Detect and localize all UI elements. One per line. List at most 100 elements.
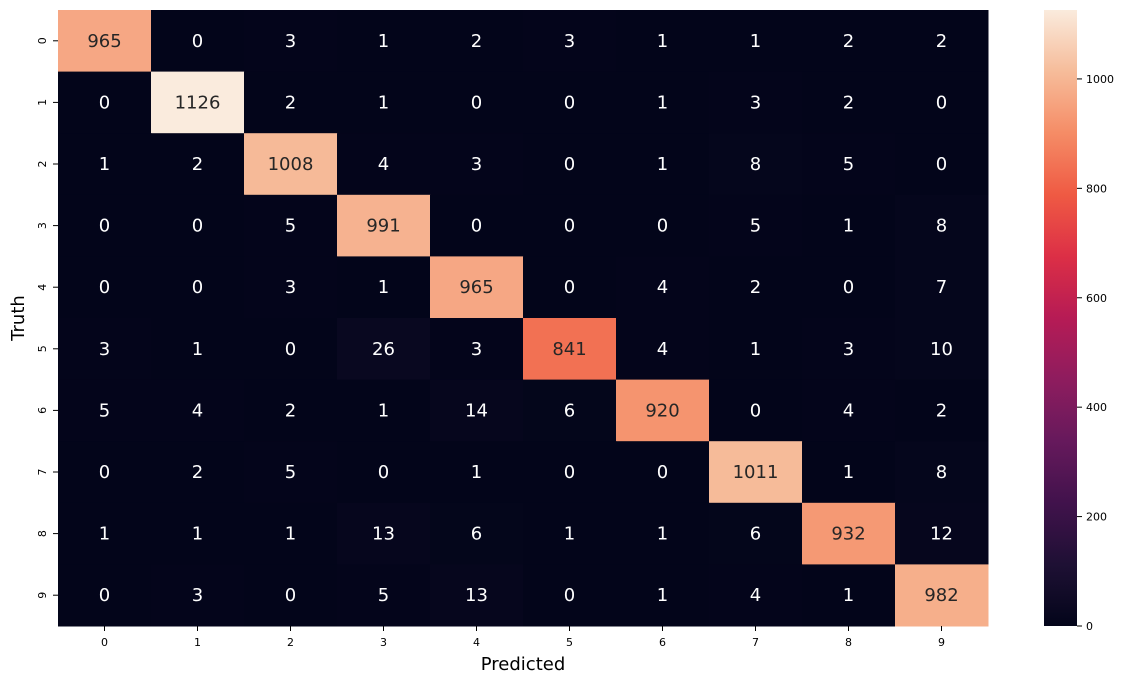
cell-value-label: 1 [843, 462, 854, 483]
heatmap-cell [523, 379, 617, 442]
heatmap-cell [151, 502, 245, 565]
cell-value-label: 965 [459, 277, 493, 298]
heatmap-cell [802, 10, 896, 73]
x-tick-label: 9 [938, 636, 945, 649]
heatmap-cell [151, 564, 245, 627]
heatmap-cell [802, 71, 896, 134]
heatmap-cell [58, 194, 152, 257]
heatmap-cell [58, 10, 152, 73]
heatmap-cell [709, 71, 803, 134]
cell-value-label: 4 [750, 585, 761, 606]
heatmap-cell [709, 194, 803, 257]
heatmap-cell [616, 10, 710, 73]
colorbar-tick-label: 1000 [1086, 73, 1114, 86]
y-tick-label: 9 [36, 592, 49, 599]
heatmap-cell [523, 71, 617, 134]
heatmap-cell [430, 10, 524, 73]
cell-value-label: 1 [657, 524, 668, 545]
heatmap-cell [802, 502, 896, 565]
heatmap-cell [616, 502, 710, 565]
cell-value-label: 2 [192, 154, 203, 175]
heatmap-cell [616, 133, 710, 196]
cell-value-label: 26 [372, 339, 395, 360]
cell-value-label: 4 [657, 339, 668, 360]
heatmap-cell [616, 194, 710, 257]
heatmap-cell [244, 379, 338, 442]
y-tick-label: 1 [36, 99, 49, 106]
cell-value-label: 0 [657, 216, 668, 237]
x-axis-label: Predicted [481, 654, 566, 675]
colorbar-tick-label: 0 [1086, 620, 1093, 633]
heatmap-cell [523, 133, 617, 196]
cell-value-label: 8 [936, 216, 947, 237]
cell-value-label: 1 [657, 31, 668, 52]
cell-value-label: 1 [192, 339, 203, 360]
heatmap-cell [244, 256, 338, 319]
cell-value-label: 932 [831, 524, 865, 545]
cell-value-label: 1 [99, 154, 110, 175]
cell-value-label: 1126 [175, 92, 221, 113]
heatmap-cell [337, 133, 431, 196]
heatmap-cell [244, 10, 338, 73]
cell-value-label: 1 [471, 462, 482, 483]
heatmap-cell [151, 441, 245, 504]
cell-value-label: 8 [750, 154, 761, 175]
cell-value-label: 1 [378, 277, 389, 298]
heatmap-cell [709, 318, 803, 381]
heatmap-cell [430, 318, 524, 381]
cell-value-label: 0 [750, 400, 761, 421]
cell-value-label: 3 [471, 339, 482, 360]
colorbar-tick-label: 400 [1086, 401, 1107, 414]
cell-value-label: 6 [750, 524, 761, 545]
cell-value-label: 5 [843, 154, 854, 175]
cell-value-label: 920 [645, 400, 679, 421]
heatmap-cell [151, 71, 245, 134]
heatmap-cell [616, 564, 710, 627]
heatmap-cell [802, 133, 896, 196]
heatmap-cell [244, 502, 338, 565]
cell-value-label: 5 [750, 216, 761, 237]
heatmap-cell [58, 318, 152, 381]
heatmap-cell [151, 318, 245, 381]
heatmap-cell [616, 318, 710, 381]
heatmap-cell [430, 133, 524, 196]
heatmap-cell [244, 318, 338, 381]
x-tick-label: 7 [752, 636, 759, 649]
heatmap-cell [523, 318, 617, 381]
heatmap-cell [58, 71, 152, 134]
heatmap-cell [895, 318, 989, 381]
heatmap-cell [616, 256, 710, 319]
heatmap-cell [802, 194, 896, 257]
cell-value-label: 1 [843, 585, 854, 606]
x-tick-label: 1 [194, 636, 201, 649]
cell-value-label: 13 [465, 585, 488, 606]
cell-value-label: 0 [99, 277, 110, 298]
cell-value-label: 3 [192, 585, 203, 606]
heatmap-cell [895, 194, 989, 257]
cell-value-label: 1 [657, 92, 668, 113]
cell-value-label: 0 [564, 154, 575, 175]
heatmap-cell [709, 502, 803, 565]
heatmap-cell [58, 256, 152, 319]
y-axis-label: Truth [8, 295, 29, 342]
cell-value-label: 13 [372, 524, 395, 545]
cell-value-label: 1008 [268, 154, 314, 175]
heatmap-cell [430, 256, 524, 319]
heatmap-cell [802, 318, 896, 381]
heatmap-cell [616, 71, 710, 134]
cell-value-label: 2 [192, 462, 203, 483]
cell-value-label: 0 [99, 92, 110, 113]
heatmap-cell [430, 379, 524, 442]
cell-value-label: 1 [192, 524, 203, 545]
heatmap-cell [430, 441, 524, 504]
heatmap-cell [58, 564, 152, 627]
heatmap-cell [244, 441, 338, 504]
cell-value-label: 2 [936, 400, 947, 421]
heatmap-cell [895, 10, 989, 73]
cell-value-label: 2 [936, 31, 947, 52]
cell-value-label: 5 [378, 585, 389, 606]
cell-value-label: 982 [924, 585, 958, 606]
cell-value-label: 3 [843, 339, 854, 360]
cell-value-label: 1 [378, 31, 389, 52]
heatmap-cell [244, 133, 338, 196]
